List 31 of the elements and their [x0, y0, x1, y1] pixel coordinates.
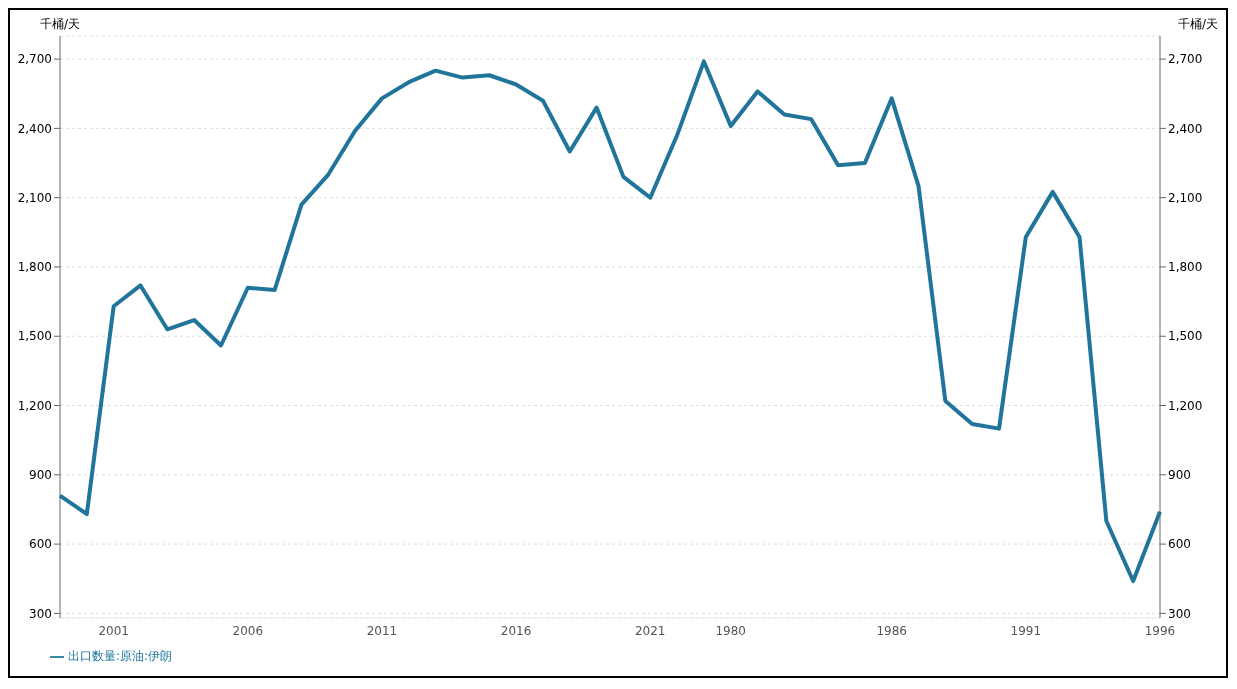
y2-tick-label: 1,800 — [1168, 260, 1203, 275]
x-tick-label: 1996 — [1144, 623, 1176, 638]
x-tick-label: 2006 — [232, 623, 264, 638]
y2-tick-label: 2,400 — [1168, 121, 1203, 136]
y2-tick-label: 1,200 — [1168, 398, 1203, 413]
y-tick-label: 1,500 — [17, 329, 52, 344]
x-tick-label: 1991 — [1010, 623, 1042, 638]
y-tick-label: 2,100 — [17, 190, 52, 205]
y-tick-label: 900 — [29, 468, 52, 483]
y2-axis-title: 千桶/天 — [1177, 16, 1218, 33]
y-tick-label: 2,400 — [17, 121, 52, 136]
y2-tick-label: 1,500 — [1168, 329, 1203, 344]
x-tick-label: 2011 — [366, 623, 398, 638]
y2-tick-label: 2,700 — [1168, 52, 1203, 67]
line-series — [58, 59, 1162, 584]
y-tick-label: 2,700 — [17, 52, 52, 67]
y2-tick-label: 300 — [1168, 606, 1191, 621]
y-tick-label: 1,200 — [17, 398, 52, 413]
legend-label: 出口数量:原油:伊朗 — [68, 649, 173, 663]
y-axis-title: 千桶/天 — [40, 16, 81, 33]
x-tick-label: 1980 — [715, 623, 747, 638]
y-tick-label: 300 — [29, 606, 52, 621]
x-tick-label: 2016 — [500, 623, 532, 638]
y-tick-label: 1,800 — [17, 260, 52, 275]
y-tick-label: 600 — [29, 537, 52, 552]
y2-tick-label: 2,100 — [1168, 190, 1203, 205]
x-tick-label: 1986 — [876, 623, 907, 638]
x-tick-label: 2001 — [98, 623, 129, 638]
y2-tick-label: 600 — [1168, 537, 1191, 552]
x-tick-label: 2021 — [634, 623, 666, 638]
y2-tick-label: 900 — [1168, 468, 1191, 483]
